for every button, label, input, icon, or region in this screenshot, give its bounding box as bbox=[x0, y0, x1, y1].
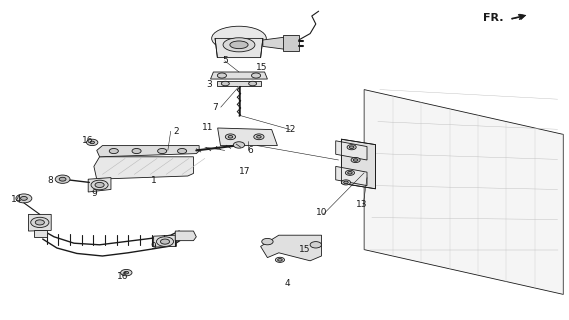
Ellipse shape bbox=[124, 271, 129, 274]
Ellipse shape bbox=[91, 180, 108, 190]
Ellipse shape bbox=[341, 180, 351, 185]
Text: 4: 4 bbox=[284, 279, 290, 288]
Ellipse shape bbox=[59, 177, 66, 181]
Ellipse shape bbox=[349, 146, 354, 148]
Polygon shape bbox=[263, 37, 287, 50]
Text: 7: 7 bbox=[212, 103, 218, 112]
Polygon shape bbox=[336, 141, 367, 160]
Ellipse shape bbox=[95, 182, 104, 188]
Ellipse shape bbox=[132, 148, 141, 154]
Ellipse shape bbox=[257, 135, 261, 138]
Text: 11: 11 bbox=[202, 124, 213, 132]
Ellipse shape bbox=[121, 269, 132, 276]
Ellipse shape bbox=[158, 148, 167, 154]
Ellipse shape bbox=[31, 217, 49, 228]
Text: 5: 5 bbox=[222, 56, 228, 65]
Polygon shape bbox=[341, 139, 376, 189]
Ellipse shape bbox=[225, 134, 236, 140]
Text: 14: 14 bbox=[11, 196, 23, 204]
Polygon shape bbox=[364, 90, 563, 294]
Text: FR.: FR. bbox=[483, 12, 504, 23]
Ellipse shape bbox=[254, 134, 264, 140]
Polygon shape bbox=[336, 166, 367, 186]
Ellipse shape bbox=[345, 170, 354, 175]
Ellipse shape bbox=[86, 139, 98, 146]
Ellipse shape bbox=[275, 257, 284, 262]
Ellipse shape bbox=[109, 148, 118, 154]
Polygon shape bbox=[283, 35, 299, 51]
Text: 3: 3 bbox=[207, 80, 212, 89]
Ellipse shape bbox=[310, 242, 321, 248]
Polygon shape bbox=[88, 178, 111, 192]
Polygon shape bbox=[215, 38, 263, 58]
Ellipse shape bbox=[160, 239, 170, 244]
Ellipse shape bbox=[353, 159, 358, 161]
Polygon shape bbox=[211, 72, 267, 79]
Polygon shape bbox=[28, 214, 51, 231]
Text: 17: 17 bbox=[239, 167, 250, 176]
Polygon shape bbox=[34, 230, 47, 237]
Text: 15: 15 bbox=[256, 63, 267, 72]
Polygon shape bbox=[97, 146, 199, 157]
Ellipse shape bbox=[230, 41, 248, 49]
Ellipse shape bbox=[351, 157, 360, 163]
Text: 16: 16 bbox=[83, 136, 94, 145]
Ellipse shape bbox=[35, 220, 44, 225]
Ellipse shape bbox=[178, 148, 187, 154]
Ellipse shape bbox=[90, 141, 94, 144]
Text: 15: 15 bbox=[299, 245, 310, 254]
Text: 1: 1 bbox=[151, 176, 156, 185]
Text: 9: 9 bbox=[151, 242, 156, 251]
Polygon shape bbox=[94, 157, 193, 179]
Text: 9: 9 bbox=[91, 189, 97, 198]
Ellipse shape bbox=[278, 259, 282, 261]
Text: 10: 10 bbox=[316, 208, 328, 217]
Ellipse shape bbox=[348, 172, 352, 174]
Polygon shape bbox=[154, 235, 176, 247]
Polygon shape bbox=[217, 81, 261, 86]
Ellipse shape bbox=[221, 81, 229, 86]
Ellipse shape bbox=[344, 181, 348, 184]
Ellipse shape bbox=[251, 73, 261, 78]
Ellipse shape bbox=[262, 238, 273, 245]
Text: 6: 6 bbox=[248, 146, 253, 155]
Text: 13: 13 bbox=[356, 200, 367, 209]
Ellipse shape bbox=[212, 26, 266, 51]
Ellipse shape bbox=[233, 142, 245, 148]
Ellipse shape bbox=[217, 73, 226, 78]
Ellipse shape bbox=[16, 194, 32, 203]
Polygon shape bbox=[217, 128, 277, 146]
Polygon shape bbox=[261, 235, 321, 261]
Ellipse shape bbox=[20, 196, 27, 200]
Ellipse shape bbox=[55, 175, 70, 183]
Text: 16: 16 bbox=[117, 272, 128, 281]
Text: 2: 2 bbox=[174, 127, 179, 136]
Polygon shape bbox=[175, 231, 196, 241]
Text: 12: 12 bbox=[284, 125, 296, 134]
Ellipse shape bbox=[347, 145, 356, 150]
Ellipse shape bbox=[156, 237, 174, 246]
Text: 8: 8 bbox=[47, 176, 53, 185]
Ellipse shape bbox=[223, 38, 255, 52]
Ellipse shape bbox=[249, 81, 257, 86]
Ellipse shape bbox=[228, 135, 233, 138]
